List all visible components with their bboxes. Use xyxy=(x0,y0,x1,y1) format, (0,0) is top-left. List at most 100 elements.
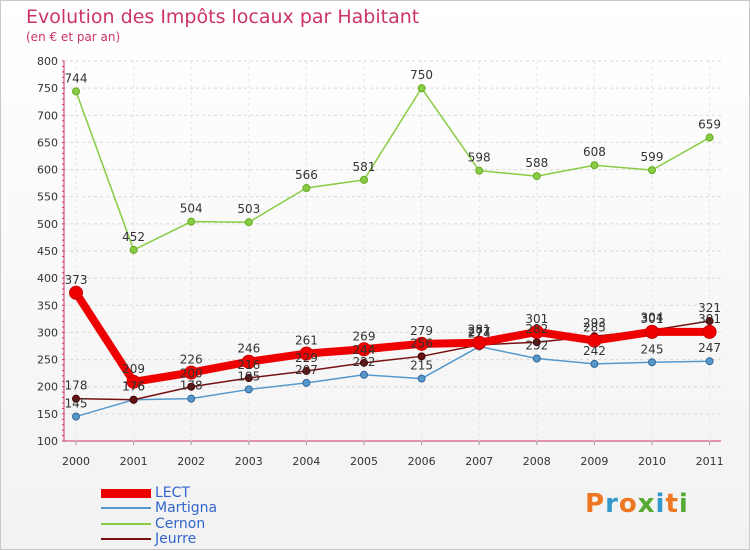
y-tick-label: 550 xyxy=(37,191,58,204)
data-point-lect xyxy=(587,333,602,348)
series-line-jeurre xyxy=(75,320,711,401)
data-label-jeurre: 304 xyxy=(641,310,664,324)
data-point-lect xyxy=(299,346,314,361)
data-label-lect: 246 xyxy=(237,342,260,356)
data-label-jeurre: 244 xyxy=(353,343,376,357)
series-lect xyxy=(69,285,717,389)
y-tick-label: 600 xyxy=(37,164,58,177)
legend-item-martigna: Martigna xyxy=(101,500,217,516)
series-line-cernon xyxy=(75,87,711,251)
data-point-cernon xyxy=(302,184,311,193)
x-tick-label: 2010 xyxy=(638,455,666,468)
y-tick-label: 400 xyxy=(37,272,58,285)
data-point-martigna xyxy=(244,385,253,394)
data-label-cernon: 750 xyxy=(410,68,433,82)
data-label-jeurre: 293 xyxy=(583,316,606,330)
data-label-lect: 226 xyxy=(180,353,203,367)
data-point-cernon xyxy=(705,133,714,142)
logo-letter: i xyxy=(655,489,666,519)
series-line-martigna xyxy=(75,345,711,418)
x-tick-label: 2006 xyxy=(408,455,436,468)
data-label-martigna: 252 xyxy=(525,338,548,352)
data-point-jeurre xyxy=(302,366,311,375)
data-label-martigna: 145 xyxy=(65,397,88,411)
legend-label-martigna: Martigna xyxy=(155,500,218,516)
data-label-martigna: 178 xyxy=(180,379,203,393)
x-tick-label: 2002 xyxy=(177,455,205,468)
logo-letter: o xyxy=(618,489,638,519)
y-tick-label: 250 xyxy=(37,354,58,367)
y-tick-label: 100 xyxy=(37,435,58,448)
x-tick-label: 2003 xyxy=(235,455,263,468)
series-cernon xyxy=(72,84,714,254)
logo-letter: P xyxy=(585,489,606,519)
legend-swatch-martigna xyxy=(101,507,151,509)
data-point-cernon xyxy=(129,245,138,254)
data-label-lect: 301 xyxy=(641,312,664,326)
logo-letter: i xyxy=(678,489,689,519)
x-tick-label: 2000 xyxy=(62,455,90,468)
x-tick-label: 2009 xyxy=(580,455,608,468)
data-label-martigna: 274 xyxy=(468,327,491,341)
data-label-jeurre: 229 xyxy=(295,351,318,365)
legend-swatch-jeurre xyxy=(101,538,151,540)
legend-item-lect: LECT xyxy=(101,485,190,501)
x-tick-label: 2005 xyxy=(350,455,378,468)
data-point-cernon xyxy=(475,166,484,175)
data-point-martigna xyxy=(705,357,714,366)
x-tick-label: 2008 xyxy=(523,455,551,468)
data-point-jeurre xyxy=(417,352,426,361)
data-point-lect xyxy=(357,342,371,357)
data-label-lect: 301 xyxy=(698,312,721,326)
legend-label-lect: LECT xyxy=(155,485,190,501)
y-tick-label: 750 xyxy=(37,82,58,95)
data-point-lect xyxy=(645,324,659,339)
data-label-jeurre: 200 xyxy=(180,367,203,381)
series-martigna xyxy=(72,342,714,421)
data-point-jeurre xyxy=(360,358,368,367)
data-point-jeurre xyxy=(129,395,138,404)
logo-letter: t xyxy=(665,489,679,519)
data-label-cernon: 744 xyxy=(65,71,88,85)
data-label-cernon: 608 xyxy=(583,145,606,159)
data-point-martigna xyxy=(417,374,426,383)
logo-letter: x xyxy=(637,489,656,519)
data-label-lect: 373 xyxy=(65,273,88,287)
x-tick-label: 2011 xyxy=(696,455,724,468)
y-tick-label: 150 xyxy=(37,408,58,421)
data-point-martigna xyxy=(187,394,196,403)
data-point-cernon xyxy=(72,87,80,96)
data-label-cernon: 452 xyxy=(122,230,145,244)
x-tick-label: 2007 xyxy=(465,455,493,468)
data-label-lect: 281 xyxy=(468,323,491,337)
data-label-lect: 209 xyxy=(122,362,145,376)
chart-title: Evolution des Impôts locaux par Habitant xyxy=(26,6,420,28)
x-tick-label: 2004 xyxy=(292,455,320,468)
data-point-jeurre xyxy=(244,374,253,383)
logo-letter: r xyxy=(605,489,619,519)
data-point-jeurre xyxy=(72,394,80,403)
x-tick-label: 2001 xyxy=(120,455,148,468)
data-label-lect: 301 xyxy=(525,312,548,326)
data-label-cernon: 598 xyxy=(468,151,491,165)
y-tick-label: 200 xyxy=(37,381,58,394)
data-point-lect xyxy=(472,335,487,350)
data-point-lect xyxy=(529,324,544,339)
data-point-lect xyxy=(241,354,256,369)
data-label-martigna: 195 xyxy=(237,369,260,383)
data-point-lect xyxy=(126,374,141,389)
data-label-cernon: 588 xyxy=(525,156,548,170)
legend-label-cernon: Cernon xyxy=(155,516,206,532)
data-point-lect xyxy=(702,324,717,339)
data-point-cernon xyxy=(360,175,368,184)
y-tick-label: 650 xyxy=(37,136,58,149)
data-label-martigna: 215 xyxy=(410,359,433,373)
data-point-martigna xyxy=(72,412,80,421)
series-line-lect xyxy=(72,288,714,386)
proxiti-logo: Proxiti xyxy=(585,489,689,519)
y-tick-label: 700 xyxy=(37,109,58,122)
data-point-martigna xyxy=(648,358,656,367)
y-tick-label: 500 xyxy=(37,218,58,231)
